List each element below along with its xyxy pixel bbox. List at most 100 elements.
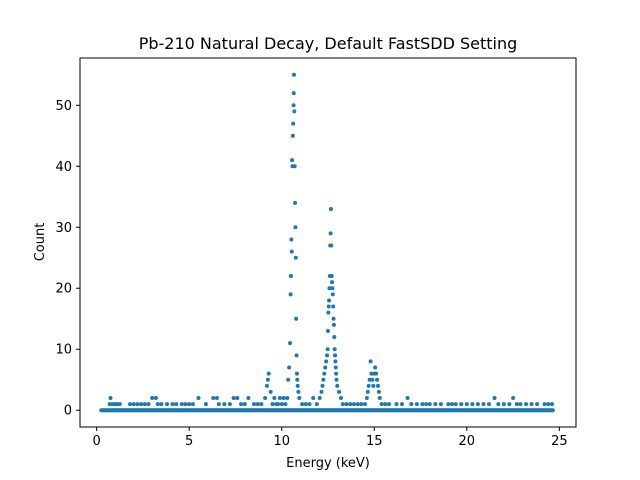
data-point (292, 164, 297, 169)
data-point (281, 396, 286, 401)
data-point (214, 396, 219, 401)
x-tick-label: 0 (93, 434, 101, 449)
data-point (409, 402, 414, 407)
data-point (368, 359, 373, 364)
y-axis-ticks: 0 10 20 30 40 50 (55, 99, 80, 419)
data-point (170, 402, 175, 407)
data-point (507, 402, 512, 407)
data-point (511, 396, 516, 401)
data-point (295, 383, 300, 388)
data-point (283, 402, 288, 407)
data-point (263, 396, 268, 401)
data-point (291, 72, 296, 77)
data-point (546, 402, 551, 407)
data-point (330, 292, 335, 297)
data-point (292, 109, 297, 114)
data-point (222, 402, 227, 407)
data-point (433, 402, 438, 407)
data-point (279, 402, 284, 407)
data-point (326, 310, 331, 315)
data-point (287, 365, 292, 370)
data-point (330, 286, 335, 291)
data-point (529, 402, 534, 407)
data-point (329, 274, 334, 279)
data-point (107, 402, 112, 407)
data-point (464, 402, 469, 407)
data-point (127, 402, 132, 407)
data-point (446, 402, 451, 407)
data-point (329, 243, 334, 248)
data-point (203, 402, 208, 407)
x-tick-label: 15 (366, 434, 383, 449)
data-point (375, 383, 380, 388)
data-point (183, 402, 188, 407)
data-point (470, 402, 475, 407)
data-point (131, 402, 136, 407)
data-point (196, 396, 201, 401)
data-point (328, 206, 333, 211)
data-point (159, 402, 164, 407)
data-point (327, 286, 332, 291)
data-point (272, 396, 277, 401)
data-point (300, 402, 305, 407)
data-point (290, 133, 295, 138)
data-point (211, 396, 216, 401)
data-point (231, 396, 236, 401)
data-point (373, 365, 378, 370)
data-point (259, 402, 264, 407)
data-point (115, 402, 120, 407)
data-point (333, 359, 338, 364)
data-point (108, 396, 113, 401)
x-axis-label: Energy (keV) (286, 456, 370, 471)
data-point (235, 396, 240, 401)
data-point (265, 377, 270, 382)
data-point (291, 103, 296, 108)
data-point (542, 402, 547, 407)
data-point (328, 231, 333, 236)
data-point (535, 402, 540, 407)
data-point (190, 402, 195, 407)
data-point (364, 396, 369, 401)
data-point (334, 371, 339, 376)
data-point (146, 402, 151, 407)
data-point (266, 371, 271, 376)
data-point (286, 377, 291, 382)
x-tick-label: 10 (273, 434, 290, 449)
data-point (293, 255, 298, 260)
x-tick-label: 25 (551, 434, 568, 449)
data-point (387, 402, 392, 407)
x-axis-ticks: 0 5 10 15 20 25 (93, 427, 568, 449)
data-point (289, 249, 294, 254)
y-tick-label: 40 (55, 160, 72, 175)
data-point (379, 402, 384, 407)
data-point (296, 389, 301, 394)
y-tick-label: 10 (55, 343, 72, 358)
data-point (321, 377, 326, 382)
data-point (293, 200, 298, 205)
data-point (331, 304, 336, 309)
data-point (550, 408, 555, 413)
data-point (322, 371, 327, 376)
data-point (288, 274, 293, 279)
data-point (351, 402, 356, 407)
data-point (139, 402, 144, 407)
data-point (270, 402, 275, 407)
data-point (326, 328, 330, 333)
data-point (174, 402, 179, 407)
data-point (332, 335, 337, 340)
data-point (110, 402, 115, 407)
data-point (481, 402, 486, 407)
y-axis-label: Count (33, 223, 48, 262)
data-point (549, 402, 554, 407)
data-point (314, 402, 319, 407)
data-point (307, 402, 312, 407)
data-point (414, 402, 419, 407)
data-point (335, 383, 340, 388)
data-point (375, 377, 380, 382)
data-point (293, 225, 298, 230)
data-point (153, 396, 158, 401)
data-point (277, 396, 282, 401)
data-point (427, 402, 432, 407)
plot-area-frame (79, 57, 577, 428)
data-point (524, 402, 529, 407)
